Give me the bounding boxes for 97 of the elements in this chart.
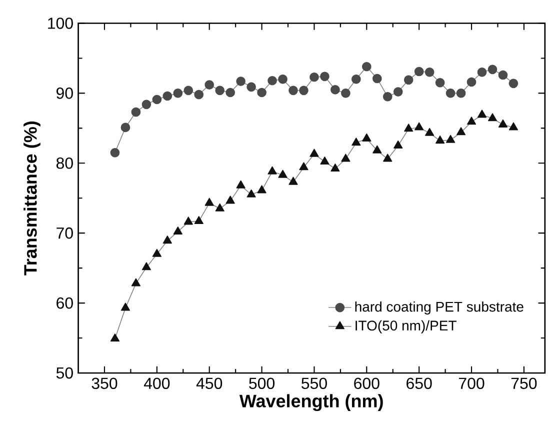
y-tick-label: 50 [56, 367, 73, 379]
point [204, 80, 214, 90]
point [162, 236, 172, 244]
point [236, 76, 246, 86]
point [425, 128, 434, 136]
point [131, 278, 141, 286]
point [152, 94, 162, 104]
x-tick-label: 350 [92, 378, 118, 390]
point [414, 66, 424, 76]
point [446, 88, 456, 98]
point [435, 78, 445, 88]
y-tick-label: 70 [56, 227, 73, 239]
point [257, 185, 266, 194]
point [268, 76, 277, 86]
point [215, 203, 224, 212]
point [320, 156, 330, 165]
point [404, 124, 414, 132]
point [268, 166, 277, 174]
point [341, 88, 350, 98]
point [204, 198, 214, 206]
point [498, 70, 508, 80]
point [194, 90, 204, 100]
point [215, 86, 225, 96]
point [352, 74, 361, 84]
x-tick-label: 450 [196, 378, 222, 390]
point [278, 170, 288, 178]
point [120, 122, 130, 132]
y-tick-label: 100 [48, 18, 73, 29]
y-axis-title: Transmittance (%) [24, 122, 40, 276]
legend-label: hard coating PET substrate [355, 301, 524, 315]
point [288, 176, 298, 185]
point [508, 78, 518, 88]
point [246, 189, 256, 198]
point [488, 64, 498, 74]
point [456, 127, 466, 136]
point [414, 122, 424, 130]
x-tick-label: 750 [511, 378, 537, 390]
y-tick-label: 60 [56, 297, 73, 309]
point [110, 334, 120, 342]
point [299, 86, 308, 96]
point [310, 148, 319, 157]
point [372, 145, 382, 154]
point [152, 248, 162, 257]
point [488, 113, 498, 122]
x-tick-label: 500 [249, 378, 275, 390]
y-tick-label: 90 [56, 88, 73, 99]
point [362, 62, 372, 72]
point [362, 133, 372, 142]
point [404, 75, 414, 85]
point [194, 216, 204, 224]
point [352, 138, 361, 146]
x-tick-label: 400 [144, 378, 170, 390]
point [299, 162, 308, 170]
x-tick-label: 550 [302, 378, 327, 390]
point [446, 134, 456, 143]
point [320, 72, 330, 82]
point [330, 164, 340, 172]
point [246, 82, 256, 92]
point [424, 68, 434, 77]
point [477, 110, 487, 118]
point [184, 86, 194, 96]
point [393, 87, 403, 96]
legend-label: ITO(50 nm)/PET [356, 320, 456, 334]
point [436, 136, 445, 144]
point [142, 100, 152, 110]
point [466, 77, 476, 87]
point [498, 119, 508, 128]
point [341, 154, 350, 162]
point [508, 122, 518, 130]
y-tick-label: 80 [56, 157, 73, 169]
point [310, 72, 319, 82]
x-axis-title: Wavelength (nm) [239, 394, 383, 412]
point [142, 262, 151, 270]
point [162, 91, 172, 101]
point [278, 74, 288, 84]
x-tick-label: 700 [458, 378, 484, 390]
point [466, 116, 476, 125]
point [330, 85, 340, 94]
point [477, 68, 487, 77]
point [288, 86, 298, 96]
x-tick-label: 650 [406, 378, 432, 390]
point [394, 140, 403, 148]
point [184, 216, 193, 225]
point [236, 180, 246, 188]
point [173, 226, 182, 234]
point [383, 154, 392, 162]
point [120, 302, 130, 311]
point [110, 148, 120, 158]
point [173, 88, 183, 98]
x-tick-label: 600 [354, 378, 380, 390]
point [382, 92, 392, 102]
point [456, 88, 466, 98]
point [372, 74, 382, 84]
point [226, 88, 235, 98]
point [257, 88, 266, 98]
point [226, 196, 235, 204]
point [131, 107, 141, 117]
